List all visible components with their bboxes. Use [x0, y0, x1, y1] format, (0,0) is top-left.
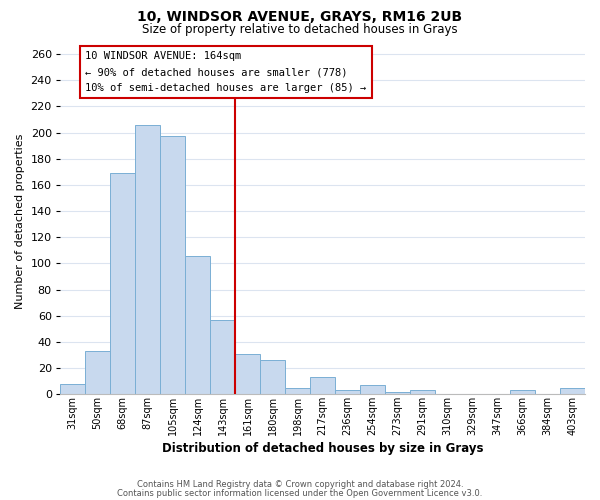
Bar — [185, 256, 210, 394]
Bar — [410, 390, 435, 394]
Bar — [60, 384, 85, 394]
Bar — [285, 388, 310, 394]
Bar — [510, 390, 535, 394]
Bar — [210, 320, 235, 394]
Bar — [160, 136, 185, 394]
Text: Contains HM Land Registry data © Crown copyright and database right 2024.: Contains HM Land Registry data © Crown c… — [137, 480, 463, 489]
Y-axis label: Number of detached properties: Number of detached properties — [15, 133, 25, 308]
Bar — [335, 390, 360, 394]
Bar — [235, 354, 260, 395]
Bar — [85, 351, 110, 395]
Bar — [110, 173, 135, 394]
Text: 10 WINDSOR AVENUE: 164sqm
← 90% of detached houses are smaller (778)
10% of semi: 10 WINDSOR AVENUE: 164sqm ← 90% of detac… — [85, 52, 367, 92]
Bar — [260, 360, 285, 394]
Bar — [560, 388, 585, 394]
Text: 10, WINDSOR AVENUE, GRAYS, RM16 2UB: 10, WINDSOR AVENUE, GRAYS, RM16 2UB — [137, 10, 463, 24]
X-axis label: Distribution of detached houses by size in Grays: Distribution of detached houses by size … — [162, 442, 484, 455]
Bar — [135, 124, 160, 394]
Bar — [385, 392, 410, 394]
Text: Size of property relative to detached houses in Grays: Size of property relative to detached ho… — [142, 22, 458, 36]
Bar — [360, 385, 385, 394]
Bar — [310, 378, 335, 394]
Text: Contains public sector information licensed under the Open Government Licence v3: Contains public sector information licen… — [118, 488, 482, 498]
